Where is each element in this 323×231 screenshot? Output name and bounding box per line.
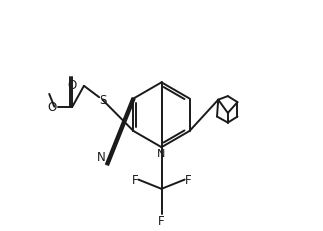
Text: O: O	[68, 78, 77, 91]
Text: S: S	[99, 94, 106, 107]
Text: F: F	[158, 214, 165, 227]
Text: F: F	[132, 173, 138, 186]
Text: N: N	[157, 149, 166, 159]
Text: N: N	[97, 151, 106, 164]
Text: O: O	[47, 101, 56, 114]
Text: F: F	[185, 173, 191, 186]
